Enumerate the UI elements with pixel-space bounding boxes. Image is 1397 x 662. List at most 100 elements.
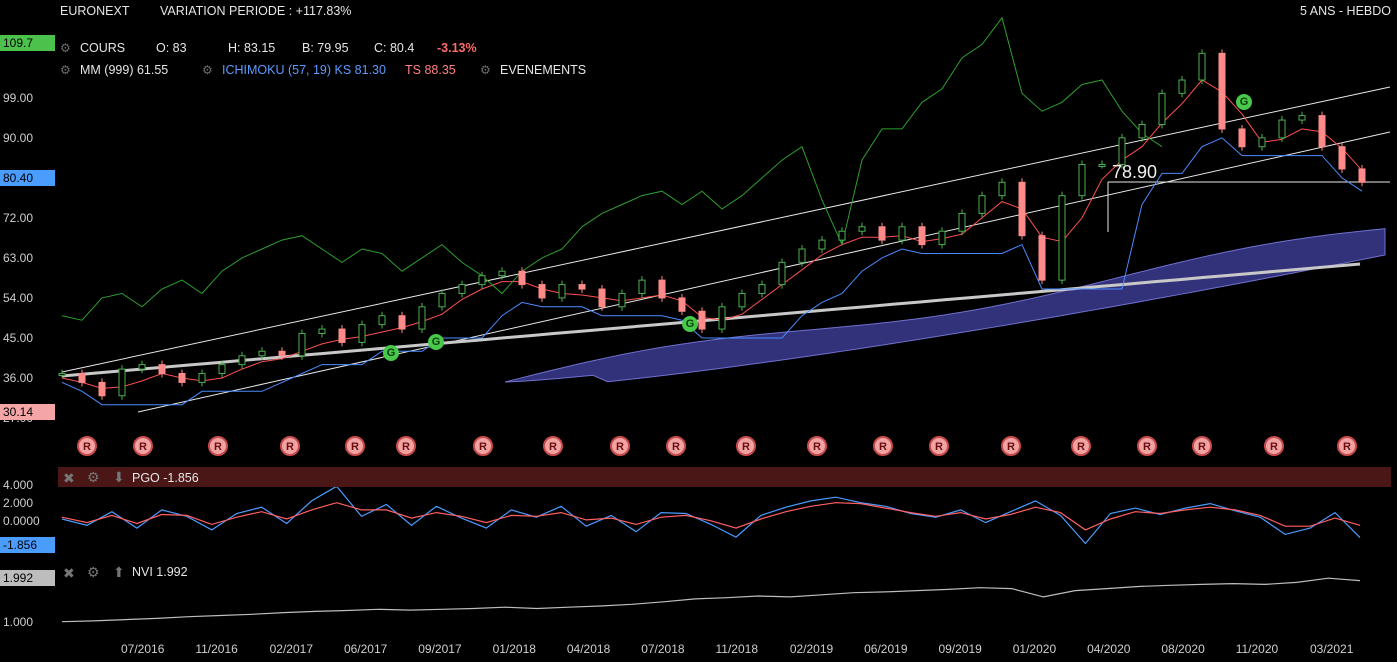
candle-body — [978, 195, 986, 214]
candle-body — [1278, 119, 1286, 139]
candle-body — [1238, 128, 1246, 148]
pgo-tick-label: 0.0000 — [3, 513, 40, 528]
time-tick-label: 08/2020 — [1161, 642, 1205, 656]
ichimoku-gear-icon[interactable]: ⚙ — [202, 63, 213, 77]
r-event-marker[interactable]: R — [736, 436, 756, 456]
nvi-up-arrow-icon[interactable]: ⬆ — [113, 564, 125, 580]
time-tick-label: 09/2017 — [418, 642, 462, 656]
time-tick-label: 09/2019 — [938, 642, 982, 656]
candle-body — [138, 364, 146, 370]
r-event-marker[interactable]: R — [1001, 436, 1021, 456]
g-event-marker[interactable]: G — [1236, 94, 1252, 110]
candle-body — [378, 315, 386, 326]
candle-body — [798, 248, 806, 263]
r-event-marker[interactable]: R — [1264, 436, 1284, 456]
candle-body — [1038, 235, 1046, 281]
nvi-close-icon[interactable]: ✖ — [63, 565, 75, 581]
r-event-marker[interactable]: R — [543, 436, 563, 456]
ichimoku-chikou-line — [61, 16, 1163, 321]
candle-body — [1258, 137, 1266, 148]
r-event-marker[interactable]: R — [396, 436, 416, 456]
period-label[interactable]: 5 ANS - HEBDO — [1300, 4, 1391, 18]
candle-body — [998, 181, 1006, 197]
r-event-marker[interactable]: R — [666, 436, 686, 456]
candle-body — [218, 364, 226, 375]
time-tick-label: 11/2020 — [1235, 642, 1279, 656]
candle-body — [358, 324, 366, 343]
r-event-marker[interactable]: R — [77, 436, 97, 456]
candle-body — [498, 270, 506, 277]
ts-label: TS 88.35 — [405, 63, 456, 77]
pgo-header-bar[interactable] — [58, 467, 1391, 487]
candle-body — [118, 368, 126, 397]
time-tick-label: 01/2020 — [1012, 642, 1057, 656]
pgo-down-arrow-icon[interactable]: ⬇ — [113, 469, 125, 485]
r-event-marker[interactable]: R — [280, 436, 300, 456]
price-tick-label: 54.00 — [3, 290, 34, 305]
time-tick-label: 01/2018 — [492, 642, 536, 656]
r-event-marker[interactable]: R — [1337, 436, 1357, 456]
candle-body — [1018, 181, 1026, 237]
nvi-label: NVI 1.992 — [132, 565, 188, 579]
candle-body — [558, 284, 566, 299]
ichimoku-tenkan-line — [61, 79, 1363, 389]
nvi-gear-icon[interactable]: ⚙ — [87, 564, 100, 580]
candle-body — [458, 284, 466, 294]
candle-body — [718, 306, 726, 330]
candle-body — [1218, 52, 1226, 130]
events-gear-icon[interactable]: ⚙ — [480, 63, 491, 77]
price-tick-label: 45.00 — [3, 330, 34, 345]
time-tick-label: 04/2018 — [566, 642, 611, 656]
candle-body — [918, 226, 926, 246]
r-event-marker[interactable]: R — [929, 436, 949, 456]
price-low-tag: 30.14 — [0, 404, 55, 420]
r-event-marker[interactable]: R — [1137, 436, 1157, 456]
candle-body — [878, 226, 886, 241]
time-tick-label: 07/2016 — [121, 642, 165, 656]
r-event-marker[interactable]: R — [1192, 436, 1212, 456]
r-event-marker[interactable]: R — [873, 436, 893, 456]
pgo-close-icon[interactable]: ✖ — [63, 470, 75, 486]
candle-body — [638, 279, 646, 294]
candle-body — [938, 230, 946, 246]
time-tick-label: 11/2016 — [195, 642, 238, 656]
r-event-marker[interactable]: R — [807, 436, 827, 456]
candle-body — [298, 333, 306, 357]
g-event-marker[interactable]: G — [682, 316, 698, 332]
r-event-marker[interactable]: R — [133, 436, 153, 456]
r-event-marker[interactable]: R — [610, 436, 630, 456]
ichimoku-cloud — [504, 228, 1386, 383]
r-event-marker[interactable]: R — [208, 436, 228, 456]
ichimoku-kijun-line — [61, 137, 1363, 406]
time-tick-label: 11/2018 — [715, 642, 759, 656]
price-tick-label: 90.00 — [3, 130, 34, 145]
cours-label: COURS — [80, 41, 126, 55]
candle-body — [478, 275, 486, 286]
candle-body — [98, 381, 106, 397]
candle-body — [1318, 115, 1326, 148]
events-label: EVENEMENTS — [500, 63, 587, 77]
candle-body — [58, 373, 66, 377]
price-tick-label: 63.00 — [3, 250, 34, 265]
candle-body — [858, 226, 866, 232]
r-event-marker[interactable]: R — [473, 436, 493, 456]
nvi-tick-label: 1.000 — [3, 614, 34, 629]
cours-gear-icon[interactable]: ⚙ — [60, 41, 71, 55]
price-tick-label: 99.00 — [3, 90, 34, 105]
mm-gear-icon[interactable]: ⚙ — [60, 63, 71, 77]
candle-body — [1338, 146, 1346, 170]
pgo-label: PGO -1.856 — [132, 471, 199, 485]
mm-label: MM (999) 61.55 — [80, 63, 169, 77]
candle-body — [1138, 123, 1146, 139]
r-event-marker[interactable]: R — [1071, 436, 1091, 456]
ichimoku-label: ICHIMOKU (57, 19) KS 81.30 — [222, 63, 386, 77]
candle-body — [778, 261, 786, 286]
candle-body — [658, 279, 666, 299]
pgo-series-line — [61, 485, 1361, 545]
r-event-marker[interactable]: R — [345, 436, 365, 456]
pgo-gear-icon[interactable]: ⚙ — [87, 469, 100, 485]
candle-body — [1098, 164, 1106, 168]
g-event-marker[interactable]: G — [428, 334, 444, 350]
g-event-marker[interactable]: G — [383, 345, 399, 361]
